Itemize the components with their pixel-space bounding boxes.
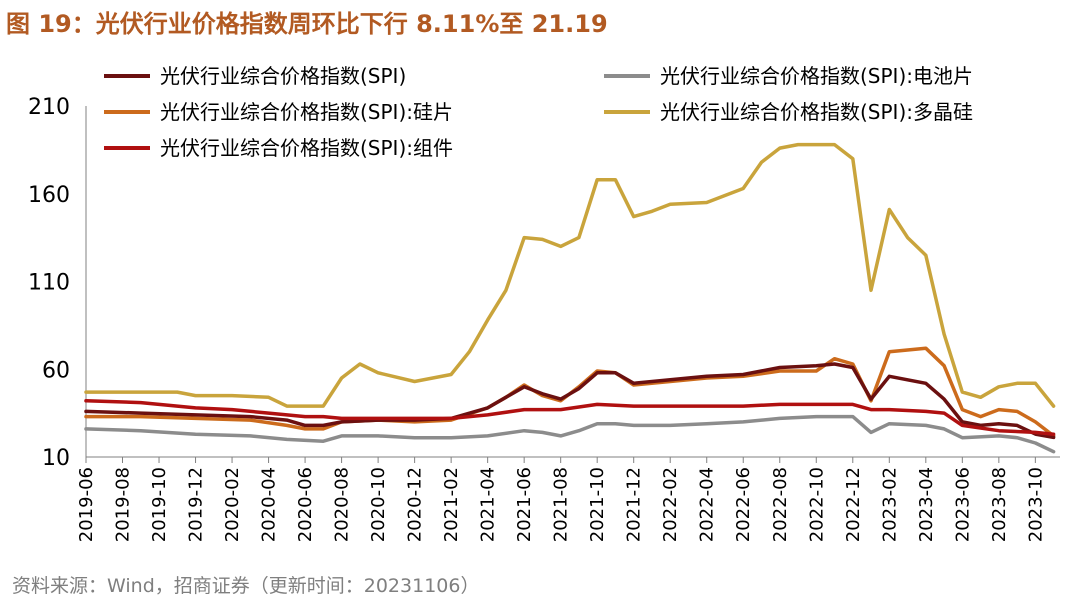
x-tick-label: 2021-10 — [587, 467, 608, 542]
series-lines — [84, 142, 1056, 454]
x-tick-label: 2020-12 — [405, 467, 426, 542]
y-tick-labels: 10 60 110 160 210 — [28, 95, 70, 471]
figure-title: 图 19：光伏行业价格指数周环比下行 8.11%至 21.19 — [6, 10, 608, 38]
x-tick-label: 2022-10 — [806, 467, 827, 542]
y-tick-label: 10 — [42, 446, 70, 471]
series-line-1 — [84, 414, 1056, 454]
x-tick-label: 2022-02 — [660, 467, 681, 542]
legend-label: 光伏行业综合价格指数(SPI) — [160, 64, 406, 88]
x-tick-label: 2019-06 — [76, 467, 97, 542]
legend-label: 光伏行业综合价格指数(SPI):电池片 — [660, 64, 973, 88]
x-tick-labels: 2019-06 2019-08 2019-10 2019-12 2020-02 2020-… — [76, 457, 1046, 542]
x-tick-label: 2022-04 — [697, 467, 718, 542]
x-tick-label: 2020-08 — [332, 467, 353, 542]
x-tick-label: 2019-08 — [113, 467, 134, 542]
x-tick-label: 2023-08 — [989, 467, 1010, 542]
source-note: 资料来源：Wind，招商证券（更新时间：20231106） — [12, 575, 480, 597]
x-tick-label: 2021-06 — [514, 467, 535, 542]
x-tick-label: 2022-06 — [733, 467, 754, 542]
y-tick-label: 110 — [28, 271, 70, 296]
legend-label: 光伏行业综合价格指数(SPI):硅片 — [160, 100, 453, 124]
x-tick-label: 2020-02 — [222, 467, 243, 542]
y-tick-label: 210 — [28, 95, 70, 120]
x-tick-label: 2020-04 — [259, 467, 280, 542]
x-tick-label: 2020-06 — [295, 467, 316, 542]
x-tick-label: 2023-04 — [916, 467, 937, 542]
x-tick-label: 2021-04 — [478, 467, 499, 542]
x-tick-label: 2021-12 — [624, 467, 645, 542]
legend-label: 光伏行业综合价格指数(SPI):组件 — [160, 136, 453, 160]
series-line-4 — [84, 399, 1056, 436]
series-line-3 — [84, 142, 1056, 408]
y-tick-label: 60 — [42, 358, 70, 383]
series-line-0 — [84, 362, 1056, 440]
x-tick-label: 2022-08 — [770, 467, 791, 542]
x-tick-label: 2023-02 — [879, 467, 900, 542]
x-tick-label: 2019-10 — [149, 467, 170, 542]
legend: 光伏行业综合价格指数(SPI) 光伏行业综合价格指数(SPI):电池片光伏行业综合… — [104, 64, 973, 160]
x-tick-label: 2020-10 — [368, 467, 389, 542]
y-tick-label: 160 — [28, 183, 70, 208]
x-tick-label: 2023-10 — [1025, 467, 1046, 542]
x-tick-label: 2021-08 — [551, 467, 572, 542]
x-tick-label: 2019-12 — [186, 467, 207, 542]
legend-label: 光伏行业综合价格指数(SPI):多晶硅 — [660, 100, 973, 124]
x-tick-label: 2022-12 — [843, 467, 864, 542]
x-tick-label: 2021-02 — [441, 467, 462, 542]
x-tick-label: 2023-06 — [952, 467, 973, 542]
